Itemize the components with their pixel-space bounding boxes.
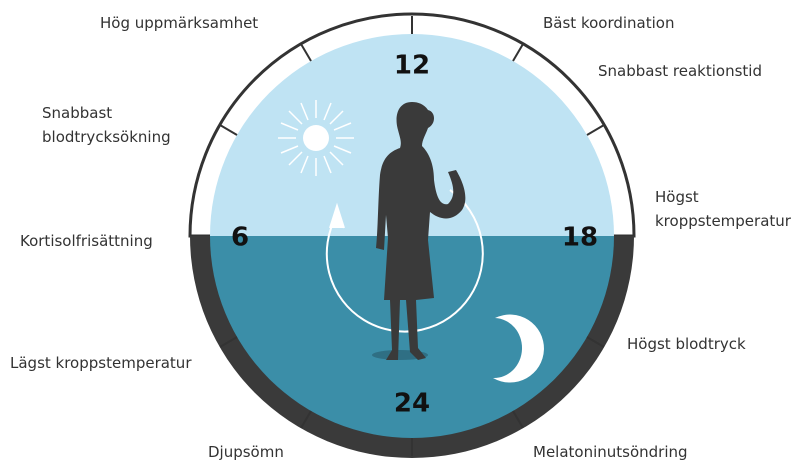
label: Högst blodtryck <box>627 335 746 353</box>
label: Djupsömn <box>208 443 284 461</box>
label: Snabbast reaktionstid <box>598 62 762 80</box>
label: Lägst kroppstemperatur <box>10 354 192 372</box>
hour-12: 12 <box>394 51 430 81</box>
label: Melatoninutsöndring <box>533 443 688 461</box>
label-line: Högst <box>655 188 699 206</box>
label-line: Snabbast <box>42 104 112 122</box>
hour-18: 18 <box>562 223 598 253</box>
label-line: kroppstemperatur <box>655 212 792 230</box>
page: {"labels": { "high_alertness": "Hög uppm… <box>0 0 800 463</box>
hour-6: 6 <box>231 223 249 253</box>
label: Kortisolfrisättning <box>20 232 153 250</box>
label-line: blodtrycksökning <box>42 128 171 146</box>
label: Snabbast blodtrycksökning <box>42 104 171 146</box>
hour-24: 24 <box>394 389 430 419</box>
label: Hög uppmärksamhet <box>100 14 258 32</box>
label: Bäst koordination <box>543 14 674 32</box>
sun <box>278 100 354 176</box>
label: Högst kroppstemperatur <box>655 188 792 230</box>
clock-diagram: 12 6 18 24 Hög uppmärksamhet Bäst koordi… <box>0 0 800 463</box>
